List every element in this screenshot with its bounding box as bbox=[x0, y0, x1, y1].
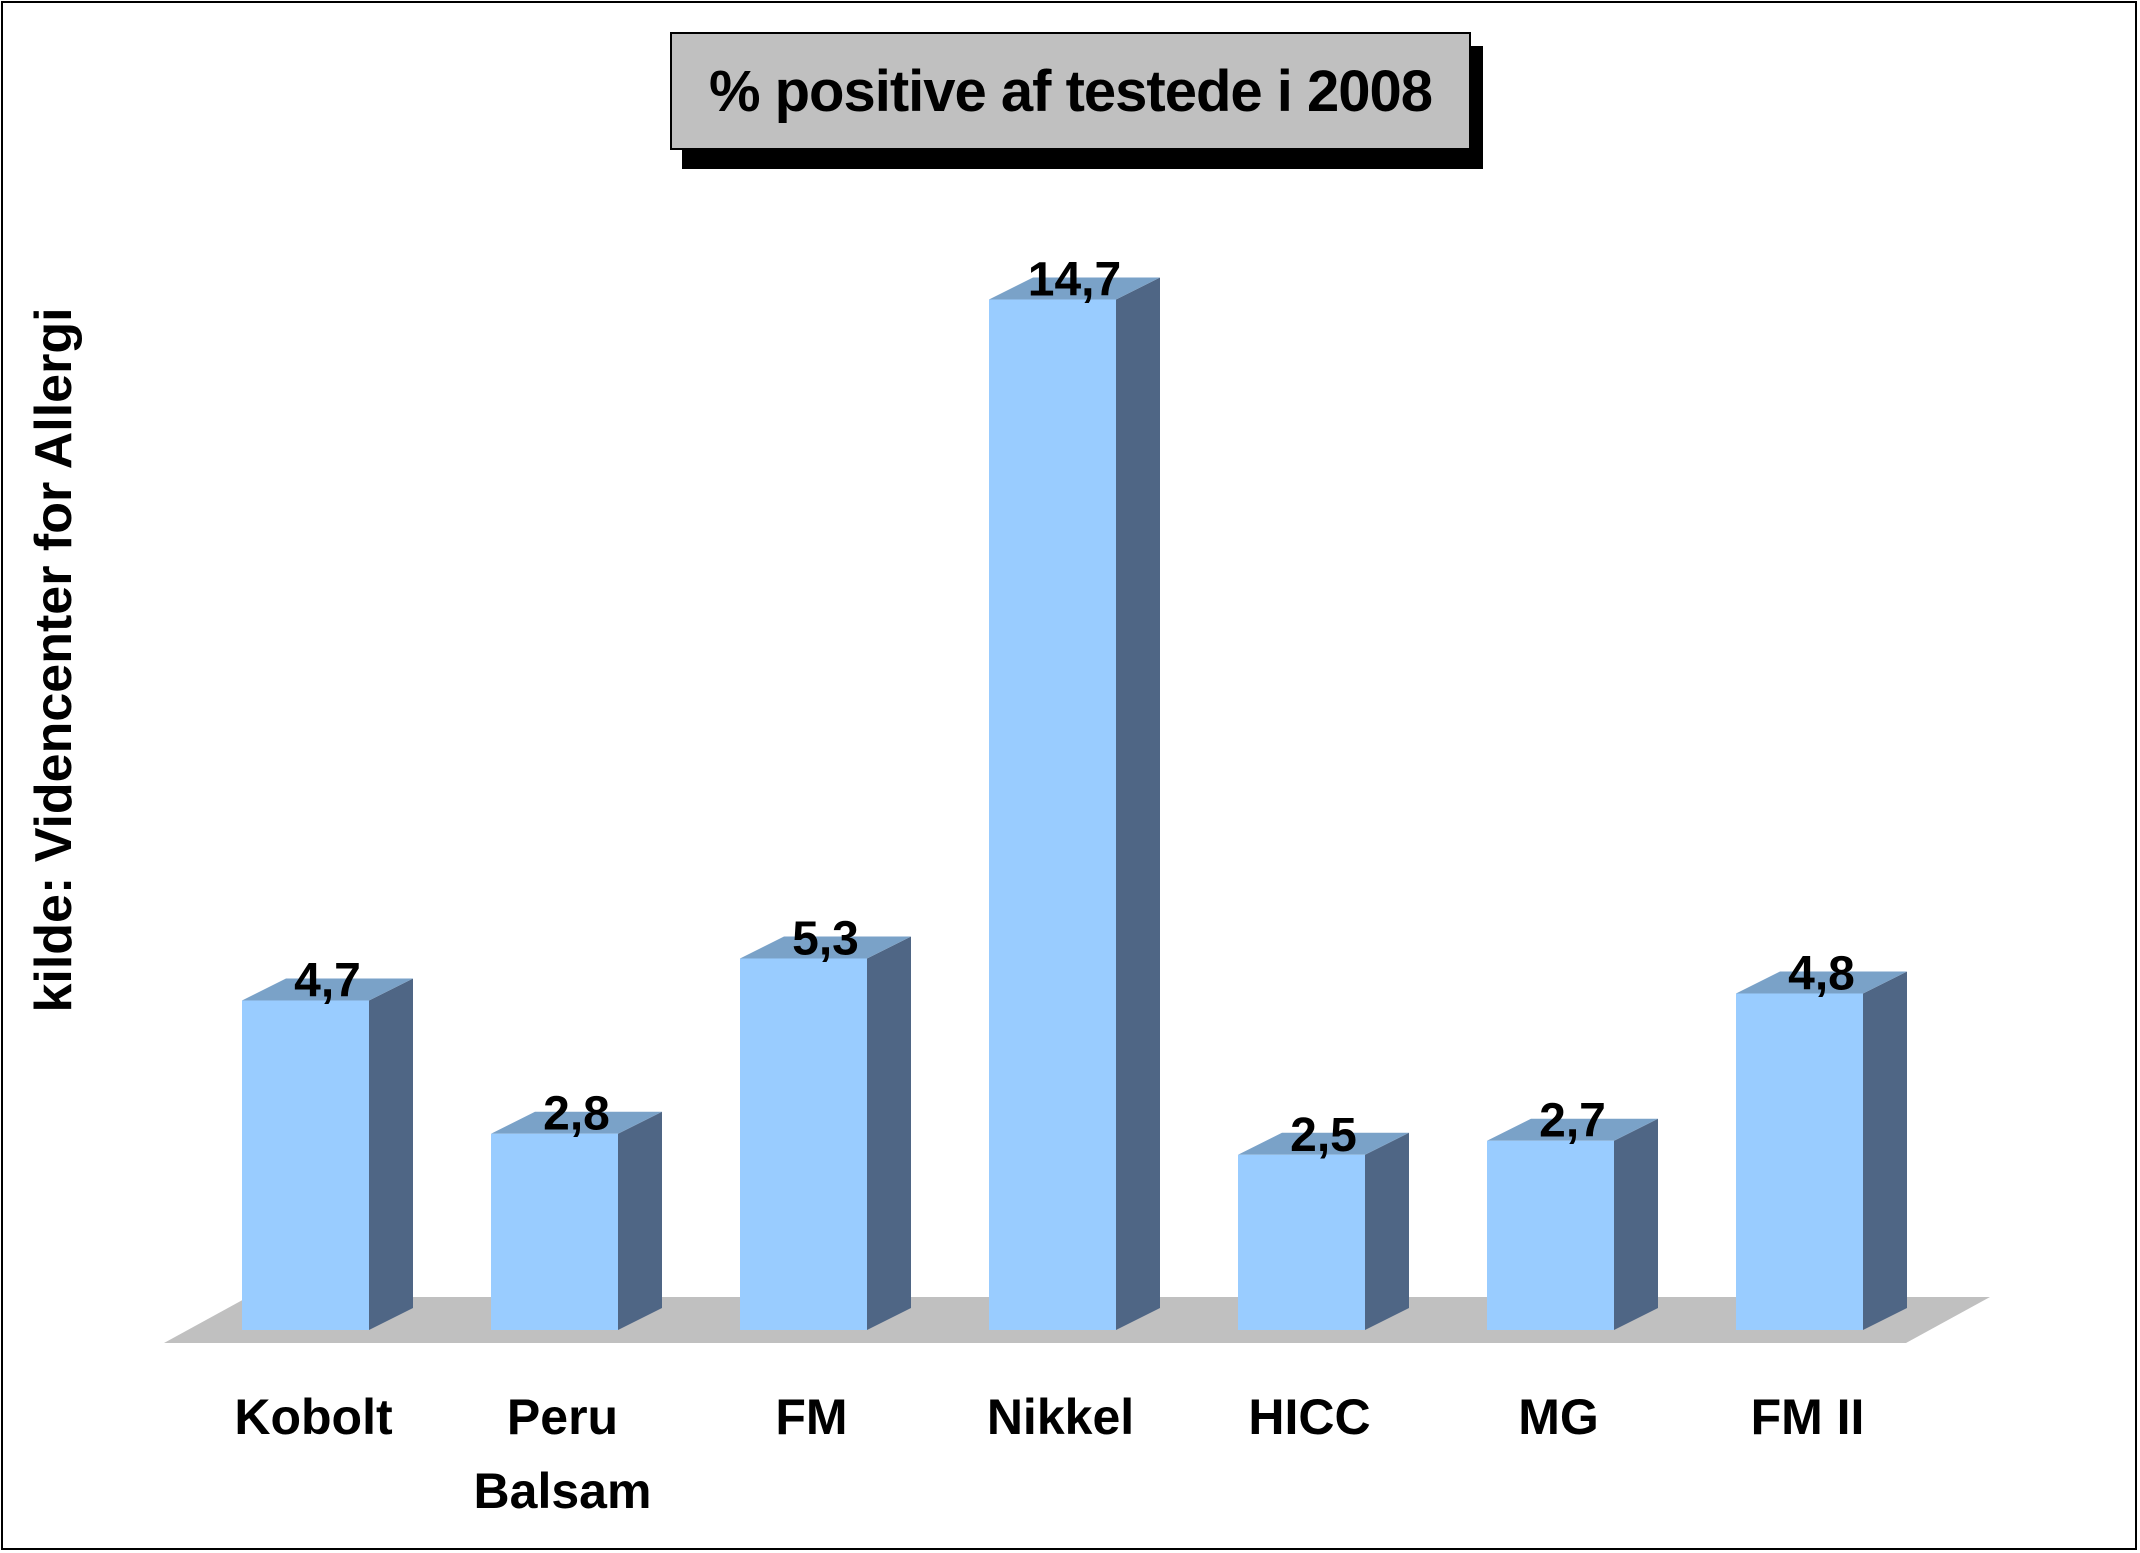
bar-front bbox=[989, 299, 1116, 1330]
bar-group bbox=[242, 277, 1907, 1330]
category-label-fm-ii: FM II bbox=[1750, 1389, 1865, 1445]
value-label-peru-balsam: 2,8 bbox=[543, 1088, 610, 1141]
category-label-fm: FM bbox=[775, 1389, 848, 1445]
bar-side bbox=[618, 1111, 662, 1330]
bar-top bbox=[242, 978, 413, 1001]
chart-title: % positive af testede i 2008 bbox=[708, 58, 1433, 124]
bar-side bbox=[369, 978, 413, 1330]
bar-top bbox=[740, 936, 911, 959]
value-label-mg: 2,7 bbox=[1539, 1095, 1606, 1148]
y-axis-label: kilde: Videncenter for Allergi bbox=[25, 307, 83, 1013]
bar-hicc bbox=[1238, 1132, 1409, 1330]
value-label-hicc: 2,5 bbox=[1290, 1109, 1357, 1162]
bar-front bbox=[491, 1133, 618, 1330]
bar-front bbox=[1487, 1140, 1614, 1330]
bar-side bbox=[1614, 1118, 1658, 1330]
bar-side bbox=[1863, 971, 1907, 1330]
bar-top bbox=[989, 277, 1160, 300]
bar-top bbox=[1238, 1132, 1409, 1155]
category-label-nikkel: Nikkel bbox=[986, 1389, 1135, 1445]
bar-kobolt bbox=[242, 978, 413, 1330]
bar-top bbox=[1487, 1118, 1658, 1141]
bar-front bbox=[1736, 993, 1863, 1330]
bar-top bbox=[1736, 971, 1907, 994]
value-label-fm-ii: 4,8 bbox=[1788, 948, 1855, 1001]
category-label-kobolt: Kobolt bbox=[234, 1389, 393, 1445]
category-label-mg: MG bbox=[1518, 1389, 1599, 1445]
value-label-nikkel: 14,7 bbox=[1028, 254, 1121, 307]
bar-side bbox=[867, 936, 911, 1330]
bar-nikkel bbox=[989, 277, 1160, 1330]
bar-mg bbox=[1487, 1118, 1658, 1330]
bar-front bbox=[1238, 1154, 1365, 1330]
bar-front bbox=[242, 1000, 369, 1330]
value-label-fm: 5,3 bbox=[792, 912, 859, 965]
bar-top bbox=[491, 1111, 662, 1134]
chart-title-box: % positive af testede i 2008 bbox=[670, 32, 1471, 150]
bar-fm-ii bbox=[1736, 971, 1907, 1330]
value-label-kobolt: 4,7 bbox=[294, 955, 361, 1008]
category-label-peru-balsam: Peru Balsam bbox=[473, 1389, 652, 1519]
category-label-hicc: HICC bbox=[1248, 1389, 1371, 1445]
bar-side bbox=[1116, 277, 1160, 1330]
bar-peru-balsam bbox=[491, 1111, 662, 1330]
bar-fm bbox=[740, 936, 911, 1330]
value-label-group: 4,7 2,8 5,3 14,7 2,5 2,7 4,8 bbox=[294, 254, 1855, 1162]
bar-side bbox=[1365, 1132, 1409, 1330]
bar-front bbox=[740, 958, 867, 1330]
